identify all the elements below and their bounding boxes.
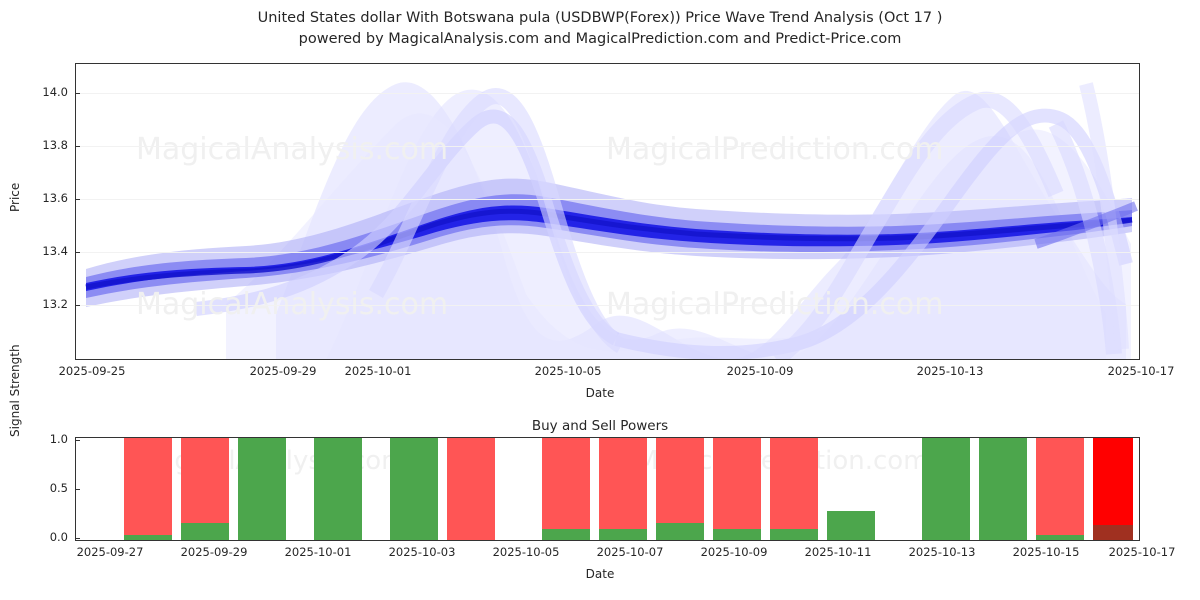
bar-buy-2025-10-08 [770,529,818,540]
ytick-mark-14-0 [76,93,80,94]
bar-buy-2025-10-09 [827,511,875,540]
xtick2-label-2025-09-27: 2025-09-27 [76,545,144,559]
bar-sell-2025-10-02 [447,438,495,540]
title-line-1: United States dollar With Botswana pula … [257,10,943,26]
wave-bands-svg [85,82,1138,359]
bar-buy-2025-10-07 [713,529,761,540]
ytick-mark-13-2 [76,305,80,306]
bar-buy-2025-10-06 [656,523,704,540]
ytick-mark-13-6 [76,199,80,200]
gridline-13-4 [76,252,1139,253]
buy-sell-powers-title: Buy and Sell Powers [531,418,669,434]
date-axis-label-top: Date [585,386,615,400]
ytick-mark-1-0 [76,440,80,441]
bar-buy-2025-10-13 [1036,535,1084,540]
bar-buy-2025-09-30 [314,438,362,540]
ytick-label-0-5: 0.5 [49,481,68,495]
xtick2-label-2025-10-01: 2025-10-01 [284,545,352,559]
xtick2-label-2025-10-03: 2025-10-03 [388,545,456,559]
signal-strength-axis-label-text: Signal Strength [8,344,22,437]
xtick-label-2025-10-09: 2025-10-09 [726,364,794,378]
xtick2-label-2025-10-11: 2025-10-11 [804,545,872,559]
date-axis-label-bottom: Date [585,567,615,581]
bar-sell-strong-2025-10-14 [1093,438,1133,540]
gridline-13-2 [76,305,1139,306]
ytick-mark-13-8 [76,146,80,147]
ytick-mark-0-5 [76,489,80,490]
xtick-label-2025-10-01: 2025-10-01 [344,364,412,378]
xtick2-label-2025-10-13: 2025-10-13 [908,545,976,559]
ytick-mark-13-4 [76,252,80,253]
gridline-13-8 [76,146,1139,147]
bar-buy-2025-10-01 [390,438,438,540]
bar-sell-2025-10-07 [713,438,761,540]
xtick2-label-2025-10-17: 2025-10-17 [1108,545,1176,559]
bar-buy-2025-10-14 [1093,525,1133,540]
bar-buy-2025-10-12 [979,438,1027,540]
bar-buy-2025-10-11 [922,438,970,540]
bar-sell-2025-10-08 [770,438,818,540]
ytick-label-14-0: 14.0 [42,85,68,99]
bar-buy-2025-09-28 [181,523,229,540]
bar-buy-2025-10-04 [542,529,590,540]
signal-strength-axis-label: Signal Strength [8,344,22,437]
xtick-label-2025-10-05: 2025-10-05 [534,364,602,378]
xtick-label-2025-09-25: 2025-09-25 [58,364,126,378]
ytick-label-13-6: 13.6 [42,191,68,205]
ytick-label-1-0: 1.0 [49,432,68,446]
title-line-2: powered by MagicalAnalysis.com and Magic… [298,31,902,47]
buy-sell-powers-chart: MagicalAnalysis.com MagicalPrediction.co… [75,437,1140,541]
bar-sell-2025-10-04 [542,438,590,540]
bar-sell-2025-10-05 [599,438,647,540]
xtick-label-2025-09-29: 2025-09-29 [249,364,317,378]
bar-buy-2025-09-29 [238,438,286,540]
price-wave-chart: MagicalAnalysis.com MagicalPrediction.co… [75,63,1140,360]
ytick-label-0-0: 0.0 [49,530,68,544]
gridline-14-0 [76,93,1139,94]
ytick-label-13-4: 13.4 [42,244,68,258]
ytick-label-13-8: 13.8 [42,138,68,152]
bar-sell-2025-09-27 [124,438,172,540]
xtick2-label-2025-09-29: 2025-09-29 [180,545,248,559]
page-title: United States dollar With Botswana pula … [0,8,1200,50]
ytick-mark-0-0 [76,538,80,539]
xtick2-label-2025-10-09: 2025-10-09 [700,545,768,559]
xtick2-label-2025-10-15: 2025-10-15 [1012,545,1080,559]
ytick-label-13-2: 13.2 [42,297,68,311]
bar-buy-2025-10-05 [599,529,647,540]
xtick-label-2025-10-13: 2025-10-13 [916,364,984,378]
bar-sell-2025-10-13 [1036,438,1084,540]
bar-buy-2025-09-27 [124,535,172,540]
xtick-label-2025-10-17: 2025-10-17 [1107,364,1175,378]
xtick2-label-2025-10-05: 2025-10-05 [492,545,560,559]
xtick2-label-2025-10-07: 2025-10-07 [596,545,664,559]
gridline-13-6 [76,199,1139,200]
